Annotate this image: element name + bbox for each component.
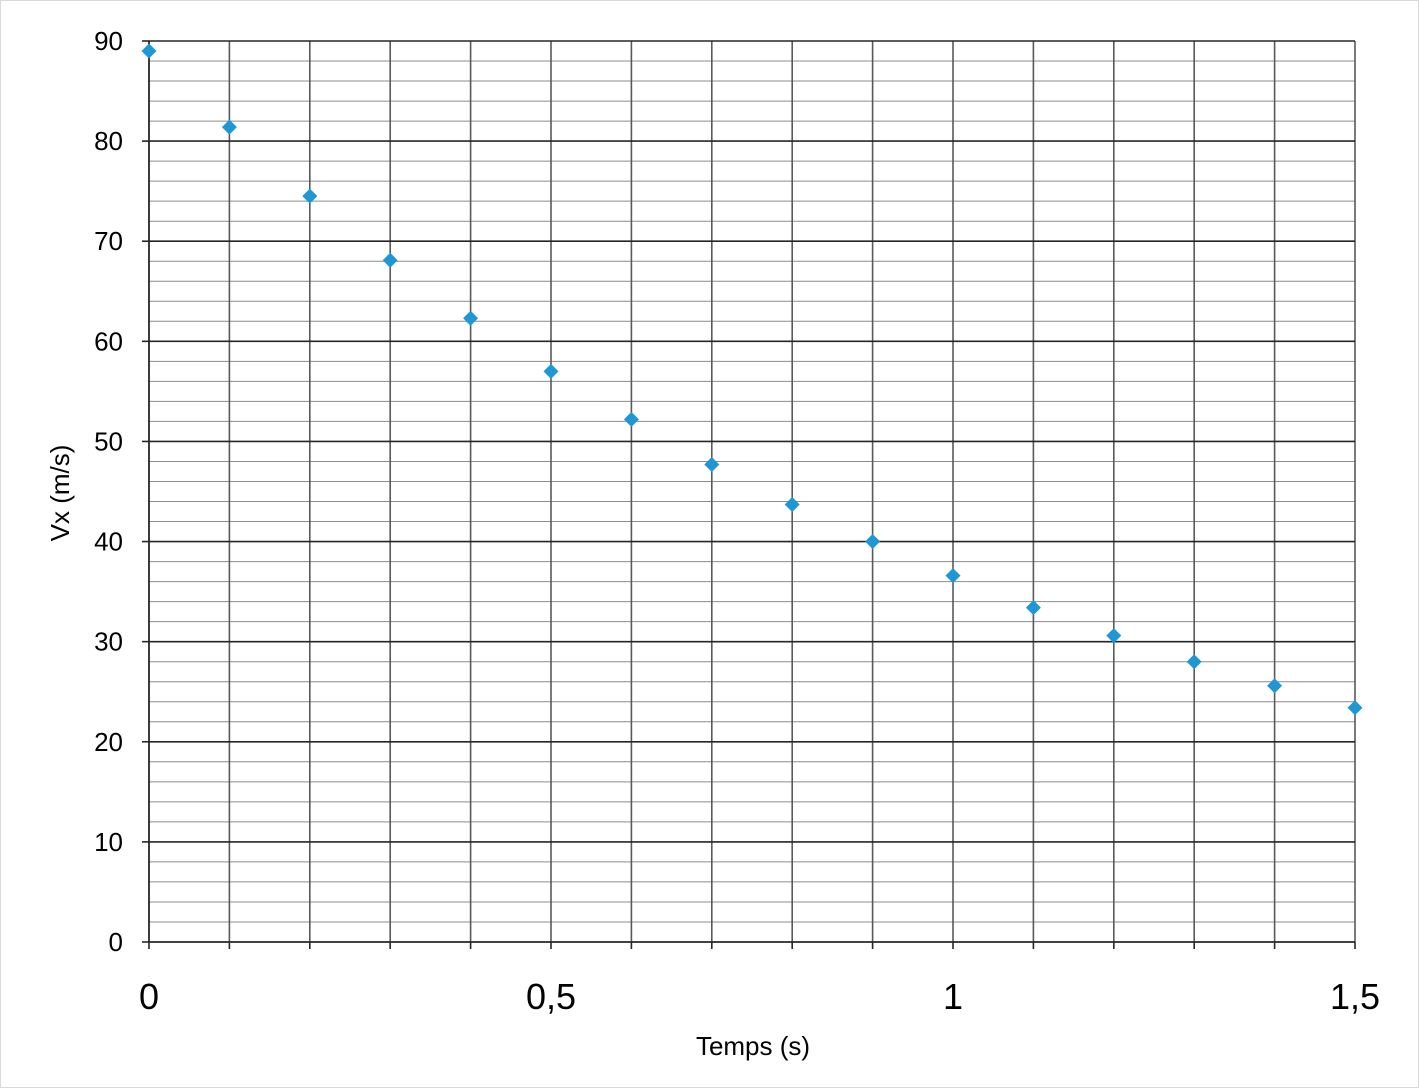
y-tick-label: 50: [94, 426, 123, 456]
y-tick-label: 70: [94, 226, 123, 256]
data-point: [141, 43, 157, 59]
data-point: [1267, 678, 1283, 694]
minor-gridlines: [149, 60, 1355, 923]
x-tick-label: 0: [139, 976, 159, 1017]
y-tick-label: 90: [94, 26, 123, 56]
data-point: [1106, 628, 1122, 644]
y-axis-ticks: 0 10 20 30 40 50 60 70 80 90: [94, 26, 149, 957]
data-point: [865, 534, 881, 550]
y-tick-label: 10: [94, 827, 123, 857]
x-axis-ticks: 0 0,5 1 1,5: [139, 942, 1380, 1017]
y-tick-label: 60: [94, 326, 123, 356]
data-point: [543, 363, 559, 379]
data-point: [382, 252, 398, 268]
data-point: [463, 310, 479, 326]
x-tick-label: 1: [943, 976, 963, 1017]
data-point: [1025, 600, 1041, 616]
data-point: [302, 188, 318, 204]
axes: [148, 41, 1355, 943]
major-gridlines: [149, 40, 1356, 942]
y-tick-label: 40: [94, 527, 123, 557]
data-point: [1186, 654, 1202, 670]
data-point: [623, 411, 639, 427]
y-tick-label: 80: [94, 126, 123, 156]
data-point: [704, 456, 720, 472]
y-tick-label: 20: [94, 727, 123, 757]
data-point: [784, 497, 800, 513]
y-axis-title: Vx (m/s): [45, 445, 75, 542]
x-tick-label: 0,5: [526, 976, 576, 1017]
x-tick-label: 1,5: [1330, 976, 1380, 1017]
y-tick-label: 0: [109, 927, 123, 957]
data-point: [1347, 700, 1363, 716]
y-tick-label: 30: [94, 627, 123, 657]
data-points: [141, 43, 1363, 716]
data-point: [945, 568, 961, 584]
data-point: [221, 119, 237, 135]
x-axis-title: Temps (s): [696, 1031, 810, 1061]
